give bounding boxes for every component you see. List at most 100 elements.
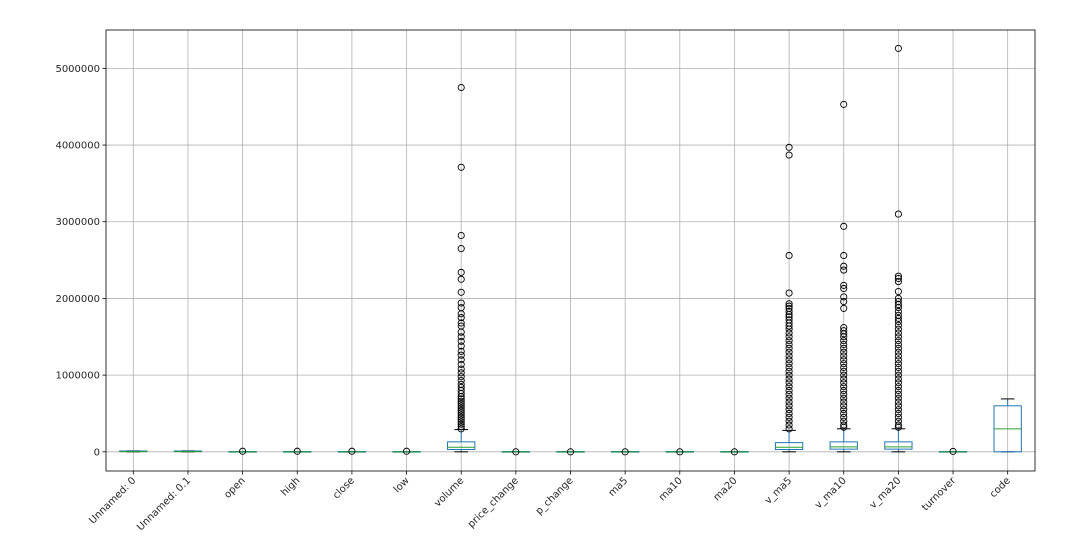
outlier-point: [785, 371, 793, 379]
outlier-point: [840, 360, 848, 368]
outlier-point: [840, 356, 848, 364]
x-tick-label: ma10: [657, 475, 685, 503]
outlier-point: [894, 314, 902, 322]
outlier-point: [894, 423, 902, 431]
outlier-point: [457, 393, 465, 401]
iqr-box: [447, 441, 476, 451]
outlier-point: [785, 310, 793, 319]
box-plots: [119, 44, 1022, 456]
outlier-point: [403, 447, 411, 455]
x-tick-label: ma20: [712, 475, 740, 503]
outlier-point: [457, 231, 465, 240]
outlier-point: [785, 363, 793, 372]
outlier-point: [894, 321, 902, 329]
outlier-point: [840, 390, 848, 398]
outlier-point: [621, 448, 629, 456]
grid-lines: [106, 30, 1035, 471]
outlier-point: [457, 333, 465, 341]
outlier-point: [894, 398, 902, 406]
iqr-box: [884, 441, 913, 450]
box-v-ma5: [774, 143, 804, 453]
outlier-point: [894, 390, 902, 398]
outlier-point: [840, 406, 848, 414]
outlier-point: [785, 356, 793, 364]
outlier-point: [457, 425, 465, 433]
outlier-point: [457, 402, 465, 410]
outlier-point: [894, 356, 902, 364]
outlier-point: [457, 347, 465, 355]
outlier-point: [457, 416, 465, 424]
box-open: [228, 447, 257, 455]
outlier-point: [894, 44, 902, 52]
outlier-point: [239, 447, 247, 455]
outlier-point: [512, 448, 520, 456]
outlier-point: [785, 375, 793, 383]
outlier-point: [457, 83, 465, 92]
box-low: [392, 447, 421, 455]
y-tick-label: 3000000: [55, 217, 100, 228]
outlier-point: [894, 348, 902, 356]
outlier-point: [457, 268, 465, 276]
outlier-point: [894, 406, 902, 414]
box-v-ma20: [884, 44, 913, 453]
outlier-point: [840, 281, 848, 289]
outlier-point: [894, 371, 902, 379]
y-tick-label: 4000000: [55, 141, 100, 152]
outlier-point: [840, 423, 848, 431]
outlier-point: [457, 356, 465, 364]
outlier-point: [840, 363, 848, 372]
outlier-point: [785, 143, 793, 151]
outlier-point: [894, 307, 902, 316]
outlier-point: [457, 245, 465, 253]
outlier-point: [457, 395, 465, 403]
outlier-point: [676, 448, 684, 456]
outlier-point: [457, 319, 465, 327]
outlier-point: [840, 367, 848, 375]
outlier-point: [457, 373, 465, 381]
y-axis-ticks: 0 1000000 2000000 3000000 4000000 5000000: [55, 64, 106, 458]
outlier-point: [785, 367, 793, 375]
outlier-point: [840, 293, 848, 301]
outlier-point: [457, 418, 465, 426]
outlier-point: [785, 325, 793, 333]
outlier-point: [785, 394, 793, 402]
outlier-point: [894, 340, 902, 349]
outlier-point: [785, 421, 793, 429]
outlier-point: [457, 299, 465, 307]
box-volume: [447, 83, 476, 453]
outlier-point: [785, 398, 793, 406]
x-tick-label: price_change: [466, 475, 521, 530]
outlier-point: [785, 322, 793, 330]
box-ma5: [610, 448, 640, 456]
box-price-change: [501, 448, 531, 456]
outlier-point: [894, 386, 902, 395]
x-tick-label: turnover: [920, 475, 959, 514]
x-tick-label: v_ma10: [813, 475, 849, 511]
outlier-point: [840, 100, 848, 108]
outlier-point: [785, 409, 793, 418]
outlier-point: [785, 329, 793, 337]
outlier-point: [457, 389, 465, 398]
outlier-point: [894, 274, 902, 283]
outlier-point: [785, 300, 793, 308]
outlier-point: [457, 413, 465, 421]
outlier-point: [785, 340, 793, 349]
x-tick-label: open: [222, 475, 247, 500]
outlier-point: [785, 413, 793, 421]
outlier-point: [785, 302, 793, 310]
outlier-point: [840, 398, 848, 406]
outlier-point: [894, 360, 902, 368]
outlier-point: [457, 351, 465, 359]
outlier-point: [785, 386, 793, 395]
outlier-point: [457, 406, 465, 414]
outlier-point: [840, 402, 848, 410]
outlier-point: [457, 411, 465, 419]
outlier-point: [785, 344, 793, 352]
outlier-point: [894, 421, 902, 429]
outlier-point: [894, 337, 902, 345]
outlier-point: [894, 301, 902, 309]
outlier-point: [457, 360, 465, 368]
outlier-point: [894, 409, 902, 418]
outlier-point: [785, 337, 793, 345]
